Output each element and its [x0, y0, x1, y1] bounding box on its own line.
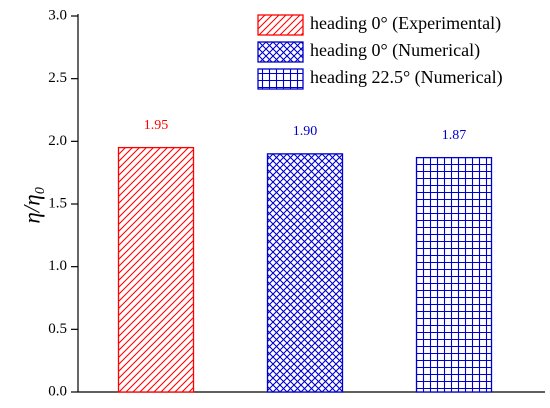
- y-tick-label: 3.0: [48, 7, 67, 23]
- value-label: 1.90: [293, 124, 318, 139]
- bar: [266, 153, 344, 393]
- legend-swatch: [257, 41, 304, 63]
- value-label: 1.95: [144, 118, 169, 133]
- y-tick-label: 0.0: [48, 383, 67, 399]
- y-tick-label: 2.5: [48, 70, 67, 86]
- y-tick-label: 2.0: [48, 133, 67, 149]
- legend-label: heading 22.5° (Numerical): [310, 67, 503, 88]
- y-axis-label: η/η₀: [19, 186, 44, 223]
- y-tick-label: 0.5: [48, 321, 67, 337]
- legend-swatch: [257, 14, 304, 36]
- y-tick-label: 1.0: [48, 258, 67, 274]
- legend-label: heading 0° (Experimental): [310, 13, 501, 34]
- y-tick-label: 1.5: [48, 195, 67, 211]
- legend-swatch: [257, 68, 304, 90]
- value-label: 1.87: [442, 128, 467, 143]
- bar: [117, 146, 195, 393]
- bar: [415, 156, 493, 393]
- legend-label: heading 0° (Numerical): [310, 40, 480, 61]
